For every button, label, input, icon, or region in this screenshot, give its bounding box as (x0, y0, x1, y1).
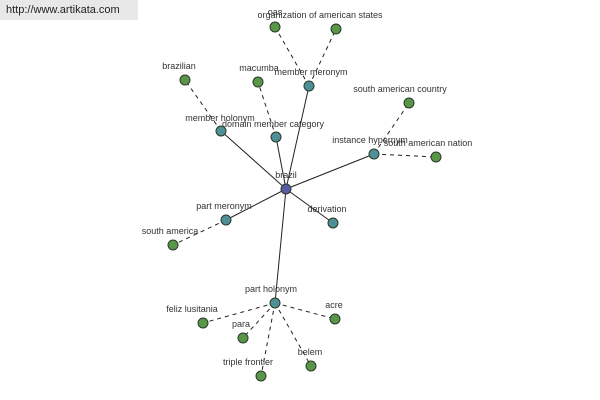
node-label: south american country (353, 84, 447, 94)
node-label: organization of american states (257, 10, 383, 20)
node-label: belem (298, 347, 323, 357)
node (167, 239, 179, 251)
relation-edge (285, 188, 334, 224)
node-label: part holonym (245, 284, 297, 294)
node (303, 80, 315, 92)
relation-edge (285, 85, 310, 190)
node-label: domain member category (222, 119, 325, 129)
node (280, 183, 292, 195)
node (255, 370, 267, 382)
relation-edge (220, 130, 287, 190)
node-label: derivation (307, 204, 346, 214)
relation-edge (225, 188, 287, 221)
node (329, 313, 341, 325)
node (403, 97, 415, 109)
node (368, 148, 380, 160)
leaf-edge (308, 28, 337, 87)
node (179, 74, 191, 86)
leaf-edge (274, 302, 336, 320)
node (330, 23, 342, 35)
leaf-edge (257, 81, 277, 138)
node (269, 21, 281, 33)
node (252, 76, 264, 88)
node (430, 151, 442, 163)
node-label: south american nation (384, 138, 473, 148)
node-label: acre (325, 300, 343, 310)
node (270, 131, 282, 143)
node-label: para (232, 319, 250, 329)
node-label: oas (268, 7, 283, 17)
node-label: part meronym (196, 201, 252, 211)
node (237, 332, 249, 344)
node-label: feliz lusitania (166, 304, 218, 314)
node (327, 217, 339, 229)
leaf-edge (172, 219, 227, 246)
relation-edge (275, 136, 287, 190)
node (197, 317, 209, 329)
node-label: south america (142, 226, 199, 236)
node-label: macumba (239, 63, 279, 73)
node-label: brazil (275, 170, 297, 180)
leaf-edge (373, 102, 410, 155)
node (305, 360, 317, 372)
site-url[interactable]: http://www.artikata.com (0, 0, 138, 20)
node (215, 125, 227, 137)
leaf-edge (184, 79, 222, 132)
leaf-edge (373, 153, 437, 158)
leaf-edge (274, 26, 310, 87)
node-label: instance hypernym (332, 135, 408, 145)
node-label: triple frontier (223, 357, 273, 367)
node (220, 214, 232, 226)
node (269, 297, 281, 309)
node-label: member meronym (274, 67, 347, 77)
node-label: brazilian (162, 61, 196, 71)
node-label: member holonym (185, 113, 255, 123)
relation-edge (274, 188, 287, 304)
relation-edge (285, 153, 375, 190)
